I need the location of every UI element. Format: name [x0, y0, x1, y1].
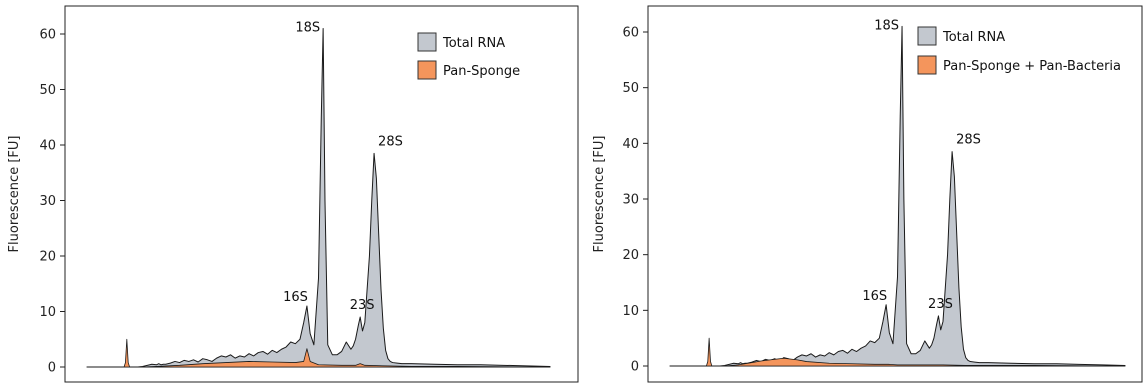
legend-label: Total RNA	[942, 30, 1005, 45]
chart-left: 0 10 20 30 40 50 60 Fluorescence [FU] 18S 16S 23S 2…	[7, 5, 579, 383]
legend-label: Total RNA	[442, 36, 505, 51]
y-tick-label: 20	[39, 250, 56, 265]
peak-label-28s: 28S	[956, 133, 981, 148]
y-tick-label: 20	[622, 248, 639, 263]
peak-label-16s: 16S	[283, 290, 308, 305]
legend-label: Pan-Sponge	[443, 64, 520, 79]
series-area-probe	[669, 337, 1126, 367]
y-tick-label: 50	[39, 83, 56, 98]
legend-swatch	[917, 55, 937, 75]
peak-label-18s: 18S	[295, 20, 320, 35]
peak-label-28s: 28S	[378, 134, 403, 149]
legend-swatch	[417, 32, 437, 52]
legend-label: Pan-Sponge + Pan-Bacteria	[943, 59, 1121, 74]
y-tick-label: 60	[39, 28, 56, 43]
y-tick-label: 40	[622, 137, 639, 152]
series-area-total-rna	[86, 27, 551, 368]
peak-label-23s: 23S	[928, 297, 953, 312]
plot-frame	[64, 5, 579, 383]
legend-swatch	[417, 60, 437, 80]
series-area-total-rna	[669, 25, 1126, 367]
y-tick-label: 30	[622, 193, 639, 208]
y-tick-label: 60	[622, 26, 639, 41]
y-tick-label: 10	[622, 304, 639, 319]
y-axis-label: Fluorescence [FU]	[7, 136, 22, 253]
y-tick-label: 50	[622, 81, 639, 96]
y-tick-label: 10	[39, 305, 56, 320]
peak-label-18s: 18S	[874, 18, 899, 33]
y-tick-label: 0	[631, 360, 639, 375]
legend-swatch	[917, 26, 937, 46]
peak-label-16s: 16S	[862, 289, 887, 304]
peak-label-23s: 23S	[350, 298, 375, 313]
chart-right: 0 10 20 30 40 50 60 Fluorescence [FU] 18S 16S 23S 2…	[592, 5, 1143, 383]
y-tick-label: 0	[48, 361, 56, 376]
y-tick-label: 30	[39, 194, 56, 209]
y-tick-label: 40	[39, 139, 56, 154]
y-axis-label: Fluorescence [FU]	[592, 136, 607, 253]
series-area-probe	[86, 338, 551, 368]
plot-frame	[647, 5, 1143, 383]
